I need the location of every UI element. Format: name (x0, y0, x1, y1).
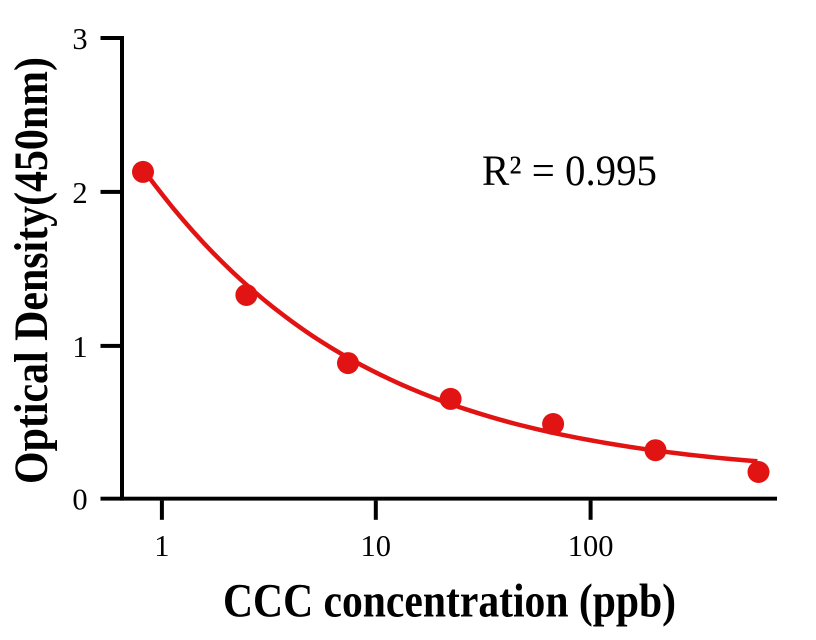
svg-text:Optical Density(450nm): Optical Density(450nm) (6, 57, 58, 484)
svg-text:R² = 0.995: R² = 0.995 (482, 148, 657, 195)
svg-text:1: 1 (72, 330, 87, 364)
svg-text:100: 100 (568, 529, 614, 563)
svg-text:3: 3 (72, 22, 87, 56)
svg-text:1: 1 (154, 529, 169, 563)
svg-text:CCC concentration (ppb): CCC concentration (ppb) (223, 575, 676, 627)
svg-text:0: 0 (72, 483, 87, 517)
svg-text:2: 2 (72, 176, 87, 210)
svg-text:10: 10 (361, 529, 392, 563)
